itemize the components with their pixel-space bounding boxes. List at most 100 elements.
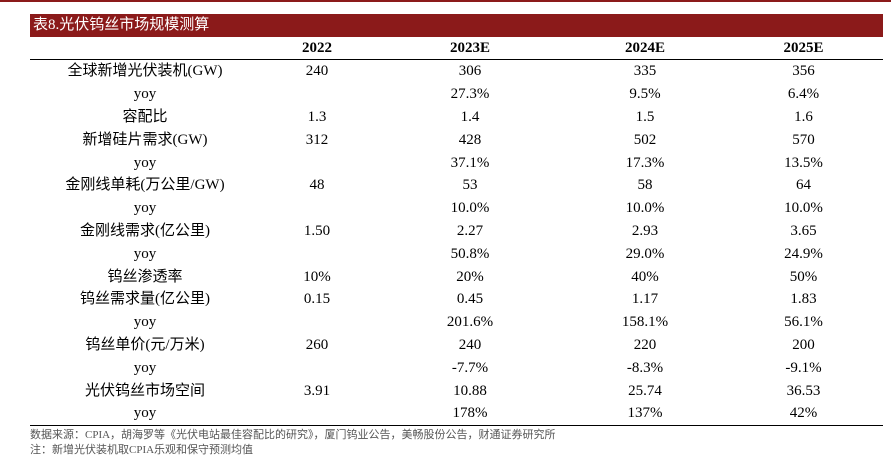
- table-cell: 50%: [789, 268, 818, 285]
- header-cell: [30, 37, 260, 60]
- row-label: yoy: [30, 401, 260, 426]
- table-cell: 1.50: [303, 222, 331, 239]
- table-cell: 3.65: [790, 222, 817, 239]
- row-label: 新增硅片需求(GW): [82, 131, 208, 148]
- table-cell: 428: [458, 131, 482, 148]
- table-row: yoy -7.7% -8.3% -9.1%: [30, 356, 883, 379]
- table-cell: 1.83: [790, 291, 817, 308]
- table-row: 光伏钨丝市场空间 3.91 10.88 25.74 36.53: [30, 379, 883, 402]
- table-row: 钨丝单价(元/万米) 260 240 220 200: [30, 334, 883, 357]
- table-cell: 36.53: [786, 382, 821, 399]
- table-cell: 1.6: [794, 108, 813, 125]
- row-label: yoy: [133, 314, 157, 331]
- row-label: 金刚线单耗(万公里/GW): [65, 177, 225, 194]
- table-row: 金刚线单耗(万公里/GW) 48 53 58 64: [30, 174, 883, 197]
- table-cell: 48: [309, 177, 325, 194]
- table-cell: 2.93: [631, 222, 659, 239]
- table-cell: 25.74: [628, 382, 662, 399]
- table-cell: 29.0%: [625, 245, 665, 262]
- table-cell: 1.4: [460, 108, 480, 125]
- table-row: 钨丝渗透率 10% 20% 40% 50%: [30, 265, 883, 288]
- table-cell: [260, 311, 374, 334]
- table-row: yoy 37.1% 17.3% 13.5%: [30, 151, 883, 174]
- table-cell: 0.45: [456, 291, 484, 308]
- table-title: 表8.光伏钨丝市场规模测算: [30, 14, 883, 37]
- table-cell: 20%: [456, 268, 484, 285]
- header-cell-2022: 2022: [260, 37, 374, 60]
- table-cell: 64: [796, 177, 811, 194]
- table-cell: 158.1%: [621, 314, 669, 331]
- table-cell: 240: [305, 63, 329, 80]
- table-cell: -8.3%: [626, 359, 664, 376]
- table-cell: 137%: [566, 401, 724, 426]
- table-cell: 178%: [374, 401, 566, 426]
- table-row: 新增硅片需求(GW) 312 428 502 570: [30, 128, 883, 151]
- table-row: 金刚线需求(亿公里) 1.50 2.27 2.93 3.65: [30, 220, 883, 243]
- table-cell: 200: [792, 336, 815, 353]
- table-cell: [260, 242, 374, 265]
- table-row: 钨丝需求量(亿公里) 0.15 0.45 1.17 1.83: [30, 288, 883, 311]
- table-cell: 9.5%: [629, 86, 661, 103]
- source-note: 数据来源：CPIA，胡海罗等《光伏电站最佳容配比的研究》，厦门钨业公告，美畅股份…: [30, 429, 556, 441]
- table-cell: 2.27: [456, 222, 484, 239]
- table-cell: 10%: [303, 268, 331, 285]
- table-row: yoy 27.3% 9.5% 6.4%: [30, 83, 883, 106]
- table-cell: 42%: [724, 401, 883, 426]
- table-cell: 201.6%: [446, 314, 494, 331]
- table-cell: 260: [305, 336, 329, 353]
- table-cell: 1.5: [635, 108, 655, 125]
- table-row: yoy 201.6% 158.1% 56.1%: [30, 311, 883, 334]
- table-cell: 3.91: [303, 382, 331, 399]
- table-cell: 50.8%: [450, 245, 490, 262]
- table-cell: 356: [792, 63, 815, 80]
- table-cell: 17.3%: [625, 154, 665, 171]
- row-label: 钨丝渗透率: [107, 268, 183, 285]
- table-cell: 6.4%: [787, 86, 820, 103]
- header-cell-2025e: 2025E: [724, 37, 883, 60]
- table-cell: 570: [792, 131, 815, 148]
- row-label: 光伏钨丝市场空间: [84, 382, 205, 399]
- row-label: 全球新增光伏装机(GW): [67, 63, 223, 80]
- row-label: yoy: [133, 245, 157, 262]
- row-label: yoy: [133, 154, 157, 171]
- table-cell: 312: [305, 131, 329, 148]
- table-row: yoy 50.8% 29.0% 24.9%: [30, 242, 883, 265]
- row-label: 金刚线需求(亿公里): [80, 222, 210, 239]
- table-cell: 24.9%: [784, 245, 823, 262]
- table-cell: 10.88: [453, 382, 487, 399]
- table-cell: 1.3: [307, 108, 327, 125]
- table-cell: 10.0%: [784, 200, 823, 217]
- table-cell: [260, 151, 374, 174]
- header-cell-2024e: 2024E: [566, 37, 724, 60]
- table-cell: 10.0%: [625, 200, 665, 217]
- table-cell: 1.17: [631, 291, 659, 308]
- table-row: 全球新增光伏装机(GW) 240 306 335 356: [30, 60, 883, 83]
- table-row: 容配比 1.3 1.4 1.5 1.6: [30, 106, 883, 129]
- table-row: yoy 178% 137% 42%: [30, 401, 883, 426]
- table-cell: [260, 356, 374, 379]
- row-label: 钨丝需求量(亿公里): [80, 291, 210, 308]
- table-cell: 240: [458, 336, 482, 353]
- table-cell: 27.3%: [450, 86, 490, 103]
- market-size-table: 2022 2023E 2024E 2025E 全球新增光伏装机(GW) 240 …: [30, 37, 883, 426]
- table-cell: 13.5%: [784, 154, 823, 171]
- table-cell: 40%: [631, 268, 659, 285]
- footnote: 注：新增光伏装机取CPIA乐观和保守预测均值: [30, 444, 254, 456]
- table-cell: 58: [637, 177, 653, 194]
- row-label: yoy: [133, 86, 157, 103]
- table-cell: [260, 197, 374, 220]
- row-label: yoy: [133, 359, 157, 376]
- top-rule: [0, 0, 891, 2]
- table-cell: [260, 83, 374, 106]
- table-cell: 220: [633, 336, 657, 353]
- table-cell: 53: [462, 177, 478, 194]
- row-label: yoy: [133, 200, 157, 217]
- header-cell-2023e: 2023E: [374, 37, 566, 60]
- table-cell: 306: [458, 63, 482, 80]
- table-cell: 502: [633, 131, 657, 148]
- table-cell: 56.1%: [784, 314, 823, 331]
- header-row: 2022 2023E 2024E 2025E: [30, 37, 883, 60]
- table-cell: -7.7%: [451, 359, 489, 376]
- table-row: yoy 10.0% 10.0% 10.0%: [30, 197, 883, 220]
- table-cell: 335: [633, 63, 657, 80]
